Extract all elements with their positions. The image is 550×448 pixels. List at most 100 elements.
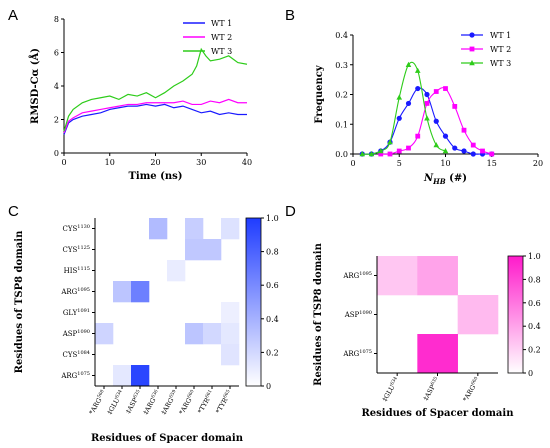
data-point bbox=[396, 115, 402, 121]
heatmap-cell bbox=[457, 295, 499, 335]
data-point bbox=[452, 104, 458, 109]
data-point bbox=[415, 85, 421, 92]
y-tick-label: 0.2 bbox=[335, 91, 348, 100]
row-label: ARG1095 bbox=[342, 271, 372, 280]
data-point bbox=[442, 148, 449, 154]
row-label: ARG1075 bbox=[342, 349, 372, 358]
legend-label: WT 2 bbox=[211, 33, 232, 42]
series-curve-wt3 bbox=[362, 61, 446, 155]
data-point bbox=[415, 133, 421, 139]
x-tick-label: 20 bbox=[150, 158, 160, 167]
heatmap-cell bbox=[221, 218, 240, 240]
panel-letter-d: D bbox=[285, 203, 296, 220]
data-point bbox=[469, 60, 475, 66]
row-label: CYS1125 bbox=[62, 245, 90, 254]
heatmap-cell bbox=[95, 323, 114, 345]
y-axis-label: Residues of TSP8 domain bbox=[313, 242, 324, 385]
series-line-wt1 bbox=[63, 103, 247, 135]
data-point bbox=[424, 115, 430, 121]
legend-label: WT 3 bbox=[490, 59, 511, 68]
data-point bbox=[433, 118, 439, 124]
heatmap-cell bbox=[221, 323, 240, 345]
heatmap-cell bbox=[149, 218, 168, 240]
data-point bbox=[469, 46, 475, 52]
colorbar-tick-label: 0.8 bbox=[528, 275, 541, 284]
column-label: *TYR665 bbox=[214, 389, 234, 415]
y-tick-label: 2 bbox=[54, 116, 59, 125]
heatmap-cell bbox=[113, 281, 132, 303]
data-point bbox=[489, 151, 495, 157]
data-point bbox=[359, 151, 366, 157]
column-label: ‡ASP635 bbox=[124, 389, 144, 415]
heatmap-cell bbox=[185, 218, 204, 240]
colorbar-tick-label: 0.6 bbox=[528, 299, 541, 308]
y-axis-label: Residues of TSP8 domain bbox=[14, 230, 25, 373]
panel-b: 0 5 10 15 20 0.0 0.1 0.2 0.3 0.4 NHB (#) Frequency W… bbox=[314, 31, 543, 186]
y-tick-label: 0.3 bbox=[335, 61, 348, 70]
heatmap-cell bbox=[221, 344, 240, 366]
heatmap-cell bbox=[203, 323, 222, 345]
column-label: *TYR661 bbox=[196, 389, 216, 415]
row-label: CYS1130 bbox=[62, 224, 90, 233]
heatmap-cell bbox=[203, 239, 222, 261]
y-axis-label: Frequency bbox=[314, 64, 325, 124]
data-point bbox=[470, 151, 476, 157]
colorbar-tick-label: 0.2 bbox=[266, 348, 279, 357]
x-axis-label: NHB (#) bbox=[423, 173, 467, 186]
colorbar-tick-label: 0.4 bbox=[528, 322, 541, 331]
x-tick-label: 15 bbox=[487, 159, 497, 168]
legend-label: WT 3 bbox=[211, 47, 232, 56]
data-point bbox=[461, 148, 467, 154]
y-tick-label: 0.1 bbox=[335, 120, 348, 129]
heatmap-cell bbox=[113, 365, 132, 387]
heatmap-cell bbox=[131, 365, 150, 387]
heatmap-cell bbox=[417, 256, 458, 296]
heatmap-cell bbox=[131, 281, 150, 303]
heatmap-cell bbox=[185, 323, 204, 345]
colorbar-tick-label: 0.6 bbox=[266, 281, 279, 290]
heatmap-cell bbox=[221, 302, 240, 324]
row-label: ASP1090 bbox=[344, 310, 372, 319]
data-point bbox=[387, 139, 393, 145]
legend-label: WT 1 bbox=[211, 19, 232, 28]
series-line-wt3 bbox=[63, 47, 248, 132]
data-point bbox=[406, 145, 411, 151]
series-line-wt2 bbox=[63, 98, 247, 134]
colorbar-tick-label: 0.4 bbox=[266, 315, 279, 324]
data-point bbox=[461, 127, 467, 133]
row-label: HIS1115 bbox=[64, 266, 90, 275]
data-point bbox=[368, 151, 375, 157]
y-axis-label: RMSD-Cα (Å) bbox=[29, 48, 41, 124]
data-point bbox=[470, 142, 476, 148]
column-label: ‡GLU634 bbox=[105, 389, 126, 416]
legend-label: WT 1 bbox=[490, 31, 511, 40]
data-point bbox=[443, 86, 448, 91]
panel-letter-b: B bbox=[285, 7, 295, 24]
x-tick-label: 0 bbox=[350, 159, 355, 168]
data-point bbox=[387, 151, 393, 157]
column-label: *ARG660 bbox=[177, 389, 198, 416]
heatmap-cell bbox=[377, 256, 418, 296]
colorbar-tick-label: 0 bbox=[266, 382, 271, 391]
data-point bbox=[377, 148, 384, 154]
y-tick-label: 8 bbox=[54, 15, 59, 24]
x-axis-label: Residues of Spacer domain bbox=[91, 433, 244, 444]
y-tick-label: 0 bbox=[54, 149, 59, 158]
row-label: ARG1075 bbox=[60, 371, 90, 380]
colorbar-tick-label: 1.0 bbox=[266, 214, 279, 223]
panel-d: ARG1095 ASP1090 ARG1075 ‡GLU634 ‡ASP635 *ARG6… bbox=[313, 242, 541, 419]
x-axis-label: Time (ns) bbox=[128, 171, 182, 182]
y-tick-label: 6 bbox=[54, 49, 59, 58]
colorbar bbox=[507, 255, 524, 374]
data-point bbox=[442, 133, 449, 139]
data-point bbox=[424, 91, 430, 98]
x-tick-label: 30 bbox=[196, 158, 206, 167]
x-tick-label: 40 bbox=[242, 158, 252, 167]
colorbar bbox=[245, 217, 262, 387]
data-point bbox=[433, 142, 440, 148]
row-label: GLY1091 bbox=[63, 308, 90, 317]
y-tick-label: 0.4 bbox=[335, 31, 348, 40]
data-point bbox=[405, 100, 412, 107]
heatmap-cell bbox=[417, 334, 458, 374]
